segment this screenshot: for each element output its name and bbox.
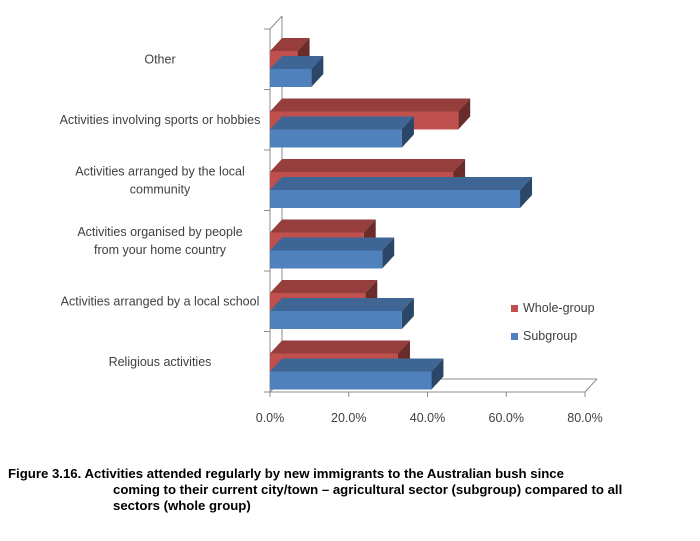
bar-subgroup-other <box>270 56 324 87</box>
axis-depth-edge-top <box>269 15 283 30</box>
legend-swatch <box>511 333 518 340</box>
x-tick-label: 40.0% <box>410 411 445 425</box>
legend-label: Whole-group <box>523 301 595 315</box>
x-tick-label: 80.0% <box>567 411 602 425</box>
caption-line-1: Figure 3.16. Activities attended regular… <box>8 466 564 481</box>
bar-subgroup-activities-organised-by-people-from-your-home-country <box>270 237 395 269</box>
caption-line-2: coming to their current city/town – agri… <box>113 482 623 497</box>
legend-swatch <box>511 305 518 312</box>
x-tick-label: 60.0% <box>489 411 524 425</box>
bar-chart: Other Activities involving sports or hobb… <box>60 15 603 425</box>
bar-subgroup-religious-activities <box>270 358 444 390</box>
category-labels: Other Activities involving sports or hobb… <box>60 52 261 369</box>
category-label-other: Other <box>144 52 175 66</box>
x-tick-label: 0.0% <box>256 411 285 425</box>
category-label-religious-activities: Religious activities <box>109 355 212 369</box>
chart-bars <box>270 38 533 390</box>
legend-item-subgroup: Subgroup <box>511 329 577 343</box>
chart-legend: Whole-group Subgroup <box>511 301 595 343</box>
category-label-activities-organised-by-people-from-your-home-country: Activities organised by people from your … <box>77 225 242 257</box>
x-tick-label: 20.0% <box>331 411 366 425</box>
bar-subgroup-activities-arranged-by-the-local-community <box>270 177 533 208</box>
category-label-activities-arranged-by-the-local-community: Activities arranged by the local communit… <box>75 164 245 196</box>
legend-item-whole-group: Whole-group <box>511 301 595 315</box>
floor-right-edge <box>584 378 598 393</box>
bar-subgroup-activities-arranged-by-a-local-school <box>270 298 414 329</box>
category-label-activities-involving-sports-or-hobbies: Activities involving sports or hobbies <box>60 113 261 127</box>
figure-caption: Figure 3.16. Activities attended regular… <box>8 466 692 514</box>
x-axis-tick-labels: 0.0% 20.0% 40.0% 60.0% 80.0% <box>256 411 603 425</box>
category-label-activities-arranged-by-a-local-school: Activities arranged by a local school <box>61 294 260 308</box>
bar-subgroup-activities-involving-sports-or-hobbies <box>270 116 414 148</box>
caption-line-3: sectors (whole group) <box>113 498 251 513</box>
legend-label: Subgroup <box>523 329 577 343</box>
